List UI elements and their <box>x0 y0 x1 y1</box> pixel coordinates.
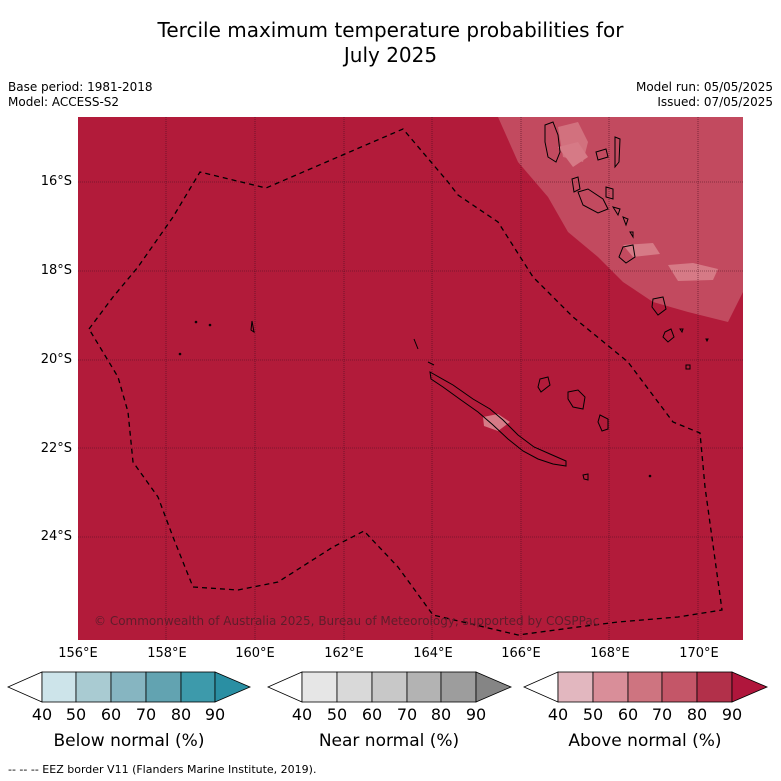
meta-left: Base period: 1981-2018 Model: ACCESS-S2 <box>8 80 153 110</box>
near-tick: 60 <box>361 705 383 724</box>
base-period: Base period: 1981-2018 <box>8 80 153 94</box>
new-caledonia <box>429 371 567 467</box>
below-tick: 60 <box>100 705 122 724</box>
map-area <box>78 117 743 640</box>
above-tick: 80 <box>686 705 708 724</box>
above-swatch-0 <box>523 671 559 703</box>
near-swatch-0 <box>267 671 303 703</box>
lon-label-166e: 166°E <box>501 646 541 661</box>
near-swatch-6 <box>475 671 513 703</box>
above-swatch-4 <box>661 671 698 703</box>
lightest-region-2 <box>668 263 718 281</box>
below-swatch-1 <box>41 671 77 703</box>
model-name: Model: ACCESS-S2 <box>8 95 120 109</box>
near-tick: 70 <box>396 705 418 724</box>
below-tick: 50 <box>65 705 87 724</box>
below-tick: 80 <box>170 705 192 724</box>
title-line-2: July 2025 <box>343 43 438 67</box>
below-swatch-2 <box>75 671 112 703</box>
coastlines <box>178 121 709 481</box>
lon-label-170e: 170°E <box>679 646 719 661</box>
near-tick: 80 <box>430 705 452 724</box>
near-tick: 90 <box>465 705 487 724</box>
lat-label-16s: 16°S <box>40 174 72 189</box>
below-normal-label: Below normal (%) <box>53 731 205 751</box>
below-swatch-0 <box>7 671 43 703</box>
above-tick: 40 <box>547 705 569 724</box>
meta-right: Model run: 05/05/2025 Issued: 07/05/2025 <box>636 80 773 110</box>
lon-label-156e: 156°E <box>58 646 98 661</box>
above-swatch-1 <box>557 671 594 703</box>
lat-label-22s: 22°S <box>40 441 72 456</box>
lon-label-164e: 164°E <box>413 646 453 661</box>
near-swatch-5 <box>440 671 477 703</box>
eez-footnote: -- -- -- EEZ border V11 (Flanders Marine… <box>8 763 317 776</box>
above-swatch-5 <box>696 671 733 703</box>
lon-label-160e: 160°E <box>235 646 275 661</box>
below-tick: 90 <box>204 705 226 724</box>
model-run: Model run: 05/05/2025 <box>635 80 773 94</box>
above-tick: 70 <box>651 705 673 724</box>
near-swatch-2 <box>336 671 373 703</box>
vanuatu-espiritu-santo <box>544 121 561 163</box>
chart-title: Tercile maximum temperature probabilitie… <box>0 18 781 68</box>
gridlines <box>78 117 743 640</box>
map-svg <box>78 117 743 640</box>
above-tick: 60 <box>617 705 639 724</box>
above-tick: 50 <box>582 705 604 724</box>
colorbar-above <box>523 671 769 703</box>
below-tick: 40 <box>31 705 53 724</box>
lighter-region <box>498 117 743 322</box>
lon-label-158e: 158°E <box>147 646 187 661</box>
below-tick: 70 <box>135 705 157 724</box>
near-normal-label: Near normal (%) <box>318 731 460 751</box>
near-tick: 50 <box>326 705 348 724</box>
below-swatch-4 <box>145 671 182 703</box>
above-normal-label: Above normal (%) <box>568 731 722 751</box>
eez-border <box>88 128 723 636</box>
copyright-notice: © Commonwealth of Australia 2025, Bureau… <box>94 614 600 628</box>
issued-date: Issued: 07/05/2025 <box>657 95 773 109</box>
legend-colorbars <box>7 671 769 703</box>
near-tick: 40 <box>291 705 313 724</box>
below-swatch-3 <box>110 671 147 703</box>
lon-label-162e: 162°E <box>324 646 364 661</box>
title-line-1: Tercile maximum temperature probabilitie… <box>157 18 624 42</box>
lon-label-168e: 168°E <box>590 646 630 661</box>
near-swatch-3 <box>371 671 408 703</box>
lat-label-24s: 24°S <box>40 529 72 544</box>
near-swatch-4 <box>406 671 442 703</box>
near-swatch-1 <box>301 671 338 703</box>
lightest-region-4 <box>483 414 510 431</box>
above-tick: 90 <box>721 705 743 724</box>
above-swatch-2 <box>592 671 629 703</box>
colorbar-near <box>267 671 513 703</box>
lightest-region-5 <box>558 142 588 167</box>
lightest-region-3 <box>623 243 660 257</box>
colorbar-below <box>7 671 252 703</box>
lat-label-20s: 20°S <box>40 352 72 367</box>
lat-label-18s: 18°S <box>40 263 72 278</box>
above-swatch-3 <box>627 671 663 703</box>
below-swatch-6 <box>214 671 252 703</box>
below-swatch-5 <box>180 671 216 703</box>
above-swatch-6 <box>731 671 769 703</box>
